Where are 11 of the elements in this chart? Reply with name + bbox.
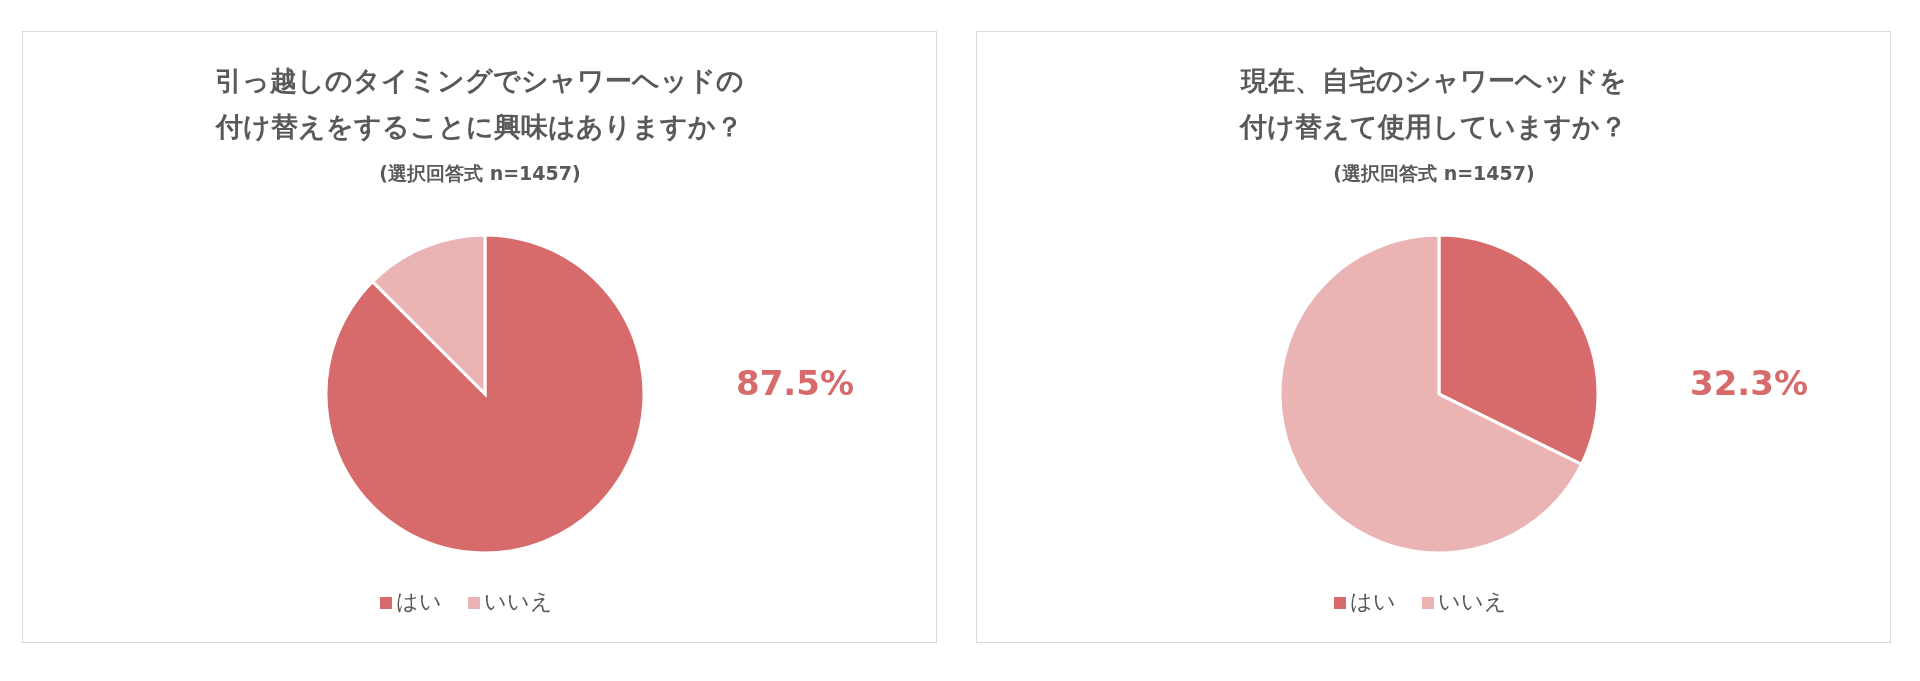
legend-label: いいえ — [484, 589, 553, 614]
chart-subtitle: (選択回答式 n=1457) — [1333, 162, 1535, 184]
chart-subtitle: (選択回答式 n=1457) — [379, 162, 581, 184]
legend-label: はい — [1350, 589, 1396, 614]
chart-title: 引っ越しのタイミングでシャワーヘッドの付け替えをすることに興味はありますか？ — [214, 64, 745, 144]
data-label: 87.5% — [736, 362, 854, 403]
pie-slice — [324, 233, 646, 555]
data-label: 32.3% — [1690, 362, 1808, 403]
legend-label: はい — [396, 589, 442, 614]
chart-title: 現在、自宅のシャワーヘッドを付け替えて使用していますか？ — [1238, 64, 1628, 144]
legend-label: いいえ — [1438, 589, 1507, 614]
